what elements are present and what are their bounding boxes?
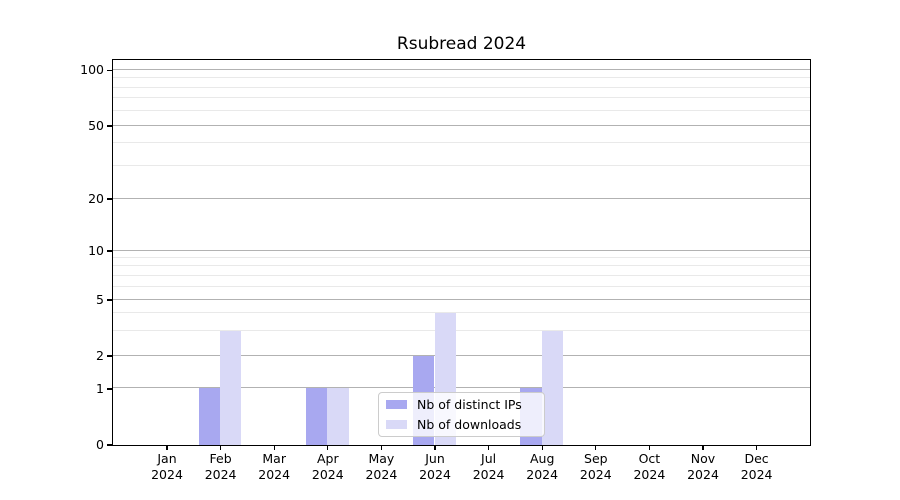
y-tick-mark <box>107 125 113 127</box>
gridline-minor <box>112 274 810 276</box>
x-tick-mark <box>648 445 651 450</box>
gridline-minor <box>112 109 810 111</box>
y-tick-label: 2 <box>96 347 104 363</box>
gridline-minor <box>112 312 810 314</box>
gridline-minor <box>112 165 810 167</box>
gridline-major <box>112 298 810 300</box>
x-tick-month: Mar <box>262 451 286 466</box>
y-tick-label: 20 <box>88 190 104 206</box>
x-tick-month: Oct <box>638 451 661 466</box>
legend-swatch-distinct-ips <box>386 400 407 409</box>
x-tick-mark <box>166 445 168 450</box>
x-tick-mark <box>541 445 543 450</box>
y-tick-mark <box>107 355 113 357</box>
x-tick-mark <box>434 445 436 450</box>
x-tick-month: Feb <box>209 451 232 466</box>
x-tick-label: Mar 2024 <box>244 451 304 483</box>
legend: Nb of distinct IPs Nb of downloads <box>378 392 545 437</box>
x-tick-mark <box>595 445 597 450</box>
chart-title: Rsubread 2024 <box>396 34 527 54</box>
y-tick-mark <box>107 388 113 390</box>
x-tick-mark <box>219 445 222 450</box>
bar-apr-downloads <box>327 388 349 445</box>
x-tick-label: Jul 2024 <box>459 451 519 483</box>
x-tick-year: 2024 <box>687 467 719 482</box>
legend-swatch-downloads <box>386 420 407 429</box>
x-tick-year: 2024 <box>526 467 559 482</box>
y-tick-label: 50 <box>88 117 104 133</box>
x-tick-year: 2024 <box>472 467 505 482</box>
x-tick-mark <box>273 445 275 450</box>
x-tick-year: 2024 <box>365 467 398 482</box>
x-tick-month: Jul <box>481 451 497 466</box>
gridline-major <box>112 197 810 199</box>
gridline-minor <box>112 86 810 88</box>
y-tick-label: 0 <box>96 437 104 452</box>
plot-area <box>111 58 811 446</box>
bar-apr-ips <box>306 388 328 445</box>
x-tick-label: Jun 2024 <box>405 451 465 483</box>
x-tick-year: 2024 <box>311 467 344 482</box>
x-tick-label: Nov 2024 <box>673 451 733 483</box>
x-tick-mark <box>702 445 704 450</box>
y-tick-mark <box>107 250 113 252</box>
x-tick-month: Nov <box>690 451 716 466</box>
x-tick-mark <box>380 445 383 450</box>
y-tick-mark <box>107 198 113 200</box>
x-tick-year: 2024 <box>633 467 666 482</box>
legend-label-downloads: Nb of downloads <box>417 417 522 432</box>
gridline-major <box>112 124 810 126</box>
gridline-minor <box>112 329 810 331</box>
x-tick-mark <box>487 445 490 450</box>
x-tick-year: 2024 <box>151 467 183 482</box>
x-tick-month: Jun <box>425 451 445 466</box>
gridline-major <box>112 68 810 70</box>
legend-label-distinct-ips: Nb of distinct IPs <box>417 397 522 412</box>
bar-feb-downloads <box>220 330 242 445</box>
x-tick-label: Jan 2024 <box>137 451 197 483</box>
gridline-major <box>112 249 810 251</box>
gridline-minor <box>112 265 810 267</box>
y-tick-label: 100 <box>80 62 104 78</box>
x-tick-label: Sep 2024 <box>566 451 626 483</box>
y-tick-label: 5 <box>96 292 104 307</box>
legend-row-distinct-ips: Nb of distinct IPs <box>386 397 537 412</box>
x-tick-month: Sep <box>584 451 608 466</box>
x-tick-year: 2024 <box>204 467 237 482</box>
x-tick-mark <box>755 445 758 450</box>
y-tick-mark <box>107 299 113 301</box>
x-tick-label: Dec 2024 <box>727 451 787 483</box>
gridline-minor <box>112 97 810 99</box>
x-tick-label: Oct 2024 <box>619 451 679 483</box>
bar-aug-downloads <box>541 330 563 445</box>
x-tick-label: Feb 2024 <box>191 451 251 483</box>
x-tick-label: Apr 2024 <box>298 451 358 483</box>
x-tick-year: 2024 <box>258 467 291 482</box>
gridline-minor <box>112 256 810 258</box>
x-tick-month: May <box>368 451 395 466</box>
y-tick-mark <box>107 444 113 446</box>
y-tick-label: 1 <box>96 380 104 396</box>
x-tick-mark <box>327 445 329 450</box>
x-tick-label: Aug 2024 <box>512 451 572 483</box>
gridline-major <box>112 387 810 389</box>
y-tick-mark <box>107 69 113 71</box>
x-tick-year: 2024 <box>740 467 773 482</box>
x-tick-month: Dec <box>744 451 769 466</box>
gridline-minor <box>112 285 810 287</box>
gridline-minor <box>112 77 810 79</box>
x-tick-year: 2024 <box>579 467 612 482</box>
x-tick-month: Apr <box>316 451 339 466</box>
x-tick-month: Jan <box>157 451 177 466</box>
gridline-major <box>112 354 810 356</box>
gridline-minor <box>112 142 810 144</box>
legend-row-downloads: Nb of downloads <box>386 417 537 432</box>
y-tick-label: 10 <box>88 242 104 258</box>
bar-feb-ips <box>198 388 221 445</box>
x-tick-label: May 2024 <box>351 451 411 483</box>
x-tick-month: Aug <box>529 451 555 466</box>
x-tick-year: 2024 <box>419 467 451 482</box>
